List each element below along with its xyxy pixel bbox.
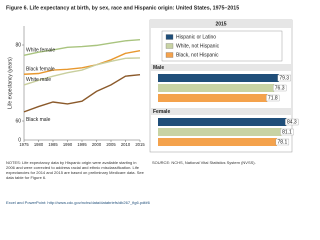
value-box bbox=[277, 74, 291, 82]
notes: NOTES: Life expectancy data by Hispanic … bbox=[6, 160, 144, 180]
title-strip bbox=[150, 20, 292, 28]
x-tick-label: 2010 bbox=[121, 142, 131, 147]
legend-swatch bbox=[165, 52, 174, 58]
value-box bbox=[266, 94, 280, 102]
y-axis-label: Life expectancy (years) bbox=[7, 57, 13, 109]
value-label: 76.3 bbox=[275, 85, 285, 91]
series-line bbox=[23, 38, 141, 56]
group-strip bbox=[150, 108, 292, 115]
series-line bbox=[23, 50, 141, 75]
legend-box bbox=[161, 30, 283, 62]
value-label: 71.8 bbox=[268, 95, 278, 101]
legend-swatch bbox=[165, 43, 174, 49]
group-label: Female bbox=[153, 109, 170, 115]
series-label: White female bbox=[26, 48, 55, 54]
page: Figure 6. Life expectancy at birth, by s… bbox=[6, 5, 299, 205]
legend-swatch bbox=[165, 34, 174, 40]
bar bbox=[158, 138, 277, 146]
x-tick-label: 1995 bbox=[77, 142, 87, 147]
y-tick-label: 80 bbox=[15, 42, 21, 48]
series-label: White male bbox=[26, 77, 51, 83]
series-label: Black male bbox=[26, 117, 51, 123]
value-box bbox=[280, 128, 294, 136]
bar bbox=[158, 94, 268, 102]
legend-label: Black, not Hispanic bbox=[176, 52, 219, 58]
value-label: 81.1 bbox=[282, 129, 292, 135]
value-box bbox=[275, 138, 290, 146]
value-label: 78.1 bbox=[278, 139, 288, 145]
group-strip bbox=[150, 64, 292, 71]
legend-label: White, not Hispanic bbox=[176, 43, 220, 49]
bar bbox=[158, 84, 275, 92]
value-label: 79.3 bbox=[279, 75, 289, 81]
figure-title: Figure 6. Life expectancy at birth, by s… bbox=[6, 5, 239, 11]
source: SOURCE: NCHS, National Vital Statistics … bbox=[152, 160, 256, 165]
legend-label: Hispanic or Latino bbox=[176, 34, 216, 40]
footer: Excel and PowerPoint: http://www.cdc.gov… bbox=[6, 200, 150, 205]
x-tick-label: 1975 bbox=[19, 142, 29, 147]
series-label: Black female bbox=[26, 67, 55, 73]
x-tick-label: 1980 bbox=[34, 142, 44, 147]
value-label: 84.3 bbox=[287, 119, 297, 125]
panel-title: 2015 bbox=[215, 21, 226, 27]
series-line bbox=[23, 73, 141, 113]
series-line bbox=[23, 57, 141, 86]
axis-break-label: 0 bbox=[18, 137, 21, 143]
x-tick-label: 1990 bbox=[63, 142, 73, 147]
bar bbox=[158, 74, 279, 82]
x-tick-label: 2000 bbox=[92, 142, 102, 147]
bar bbox=[158, 128, 282, 136]
group-label: Male bbox=[153, 65, 164, 71]
y-tick-label: 60 bbox=[15, 118, 21, 124]
x-tick-label: 2015 bbox=[135, 142, 145, 147]
bar bbox=[158, 118, 287, 126]
x-tick-label: 1985 bbox=[48, 142, 58, 147]
x-tick-label: 2005 bbox=[106, 142, 116, 147]
value-box bbox=[272, 84, 287, 92]
figure: Figure 6. Life expectancy at birth, by s… bbox=[6, 5, 299, 153]
value-box bbox=[285, 118, 299, 126]
